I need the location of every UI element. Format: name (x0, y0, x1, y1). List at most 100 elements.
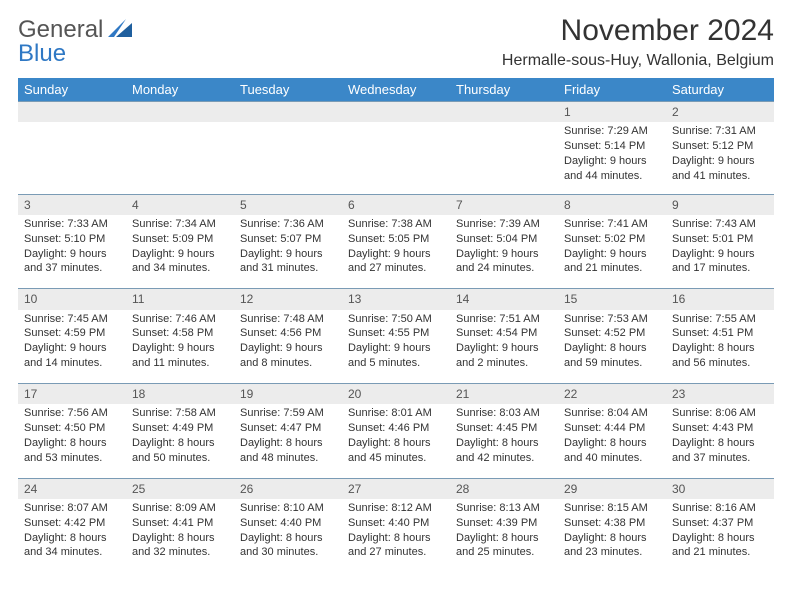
day-number-cell: 19 (234, 384, 342, 405)
sunset-text: Sunset: 4:50 PM (24, 421, 120, 436)
day-number-cell (18, 102, 126, 123)
daylight-text: and 40 minutes. (564, 451, 660, 466)
daylight-text: Daylight: 9 hours (348, 247, 444, 262)
weekday-header: Saturday (666, 78, 774, 102)
sunrise-text: Sunrise: 7:41 AM (564, 217, 660, 232)
day-number-cell: 6 (342, 194, 450, 215)
day-cell (450, 122, 558, 194)
sunrise-text: Sunrise: 7:46 AM (132, 312, 228, 327)
sunset-text: Sunset: 5:10 PM (24, 232, 120, 247)
day-number-cell: 30 (666, 478, 774, 499)
sunset-text: Sunset: 4:46 PM (348, 421, 444, 436)
daylight-text: Daylight: 9 hours (132, 341, 228, 356)
day-number-row: 24252627282930 (18, 478, 774, 499)
daylight-text: and 42 minutes. (456, 451, 552, 466)
day-cell: Sunrise: 7:56 AMSunset: 4:50 PMDaylight:… (18, 404, 126, 478)
sunset-text: Sunset: 5:02 PM (564, 232, 660, 247)
sunset-text: Sunset: 4:49 PM (132, 421, 228, 436)
sunrise-text: Sunrise: 7:34 AM (132, 217, 228, 232)
day-cell (126, 122, 234, 194)
day-number-cell: 2 (666, 102, 774, 123)
day-cell: Sunrise: 7:48 AMSunset: 4:56 PMDaylight:… (234, 310, 342, 384)
month-title: November 2024 (502, 14, 774, 48)
weekday-header: Thursday (450, 78, 558, 102)
weekday-header: Wednesday (342, 78, 450, 102)
sunrise-text: Sunrise: 8:10 AM (240, 501, 336, 516)
day-cell: Sunrise: 7:31 AMSunset: 5:12 PMDaylight:… (666, 122, 774, 194)
day-number-cell: 3 (18, 194, 126, 215)
page-header: General Blue November 2024 Hermalle-sous… (18, 14, 774, 70)
day-cell: Sunrise: 8:15 AMSunset: 4:38 PMDaylight:… (558, 499, 666, 573)
day-number-cell: 8 (558, 194, 666, 215)
daylight-text: Daylight: 8 hours (24, 531, 120, 546)
day-number-cell: 1 (558, 102, 666, 123)
daylight-text: Daylight: 9 hours (24, 247, 120, 262)
daylight-text: Daylight: 9 hours (456, 247, 552, 262)
sunset-text: Sunset: 4:55 PM (348, 326, 444, 341)
day-number-cell: 14 (450, 289, 558, 310)
sunrise-text: Sunrise: 7:53 AM (564, 312, 660, 327)
day-content-row: Sunrise: 7:33 AMSunset: 5:10 PMDaylight:… (18, 215, 774, 289)
daylight-text: Daylight: 8 hours (564, 531, 660, 546)
daylight-text: and 23 minutes. (564, 545, 660, 560)
weekday-header: Friday (558, 78, 666, 102)
sunset-text: Sunset: 5:05 PM (348, 232, 444, 247)
sunrise-text: Sunrise: 7:43 AM (672, 217, 768, 232)
sunrise-text: Sunrise: 7:31 AM (672, 124, 768, 139)
day-cell: Sunrise: 8:04 AMSunset: 4:44 PMDaylight:… (558, 404, 666, 478)
daylight-text: Daylight: 9 hours (564, 154, 660, 169)
sunrise-text: Sunrise: 8:03 AM (456, 406, 552, 421)
sunrise-text: Sunrise: 7:50 AM (348, 312, 444, 327)
daylight-text: and 30 minutes. (240, 545, 336, 560)
daylight-text: and 27 minutes. (348, 261, 444, 276)
day-number-cell: 22 (558, 384, 666, 405)
day-number-cell: 5 (234, 194, 342, 215)
day-cell (18, 122, 126, 194)
day-content-row: Sunrise: 7:29 AMSunset: 5:14 PMDaylight:… (18, 122, 774, 194)
logo: General Blue (18, 18, 132, 66)
day-cell: Sunrise: 7:55 AMSunset: 4:51 PMDaylight:… (666, 310, 774, 384)
sunrise-text: Sunrise: 7:33 AM (24, 217, 120, 232)
sunrise-text: Sunrise: 7:58 AM (132, 406, 228, 421)
day-content-row: Sunrise: 7:56 AMSunset: 4:50 PMDaylight:… (18, 404, 774, 478)
daylight-text: and 56 minutes. (672, 356, 768, 371)
sunset-text: Sunset: 4:37 PM (672, 516, 768, 531)
sunset-text: Sunset: 4:38 PM (564, 516, 660, 531)
day-number-cell: 23 (666, 384, 774, 405)
daylight-text: Daylight: 8 hours (564, 341, 660, 356)
day-cell: Sunrise: 7:36 AMSunset: 5:07 PMDaylight:… (234, 215, 342, 289)
day-cell: Sunrise: 7:59 AMSunset: 4:47 PMDaylight:… (234, 404, 342, 478)
daylight-text: Daylight: 8 hours (672, 531, 768, 546)
daylight-text: and 21 minutes. (672, 545, 768, 560)
day-cell: Sunrise: 8:01 AMSunset: 4:46 PMDaylight:… (342, 404, 450, 478)
day-cell: Sunrise: 7:39 AMSunset: 5:04 PMDaylight:… (450, 215, 558, 289)
day-cell: Sunrise: 7:33 AMSunset: 5:10 PMDaylight:… (18, 215, 126, 289)
sunset-text: Sunset: 5:07 PM (240, 232, 336, 247)
calendar-page: General Blue November 2024 Hermalle-sous… (0, 0, 792, 612)
day-number-cell: 9 (666, 194, 774, 215)
day-number-cell (450, 102, 558, 123)
daylight-text: Daylight: 8 hours (240, 436, 336, 451)
day-cell: Sunrise: 7:45 AMSunset: 4:59 PMDaylight:… (18, 310, 126, 384)
day-cell: Sunrise: 7:46 AMSunset: 4:58 PMDaylight:… (126, 310, 234, 384)
daylight-text: and 32 minutes. (132, 545, 228, 560)
daylight-text: and 5 minutes. (348, 356, 444, 371)
sunset-text: Sunset: 4:41 PM (132, 516, 228, 531)
day-number-cell: 20 (342, 384, 450, 405)
day-cell: Sunrise: 8:06 AMSunset: 4:43 PMDaylight:… (666, 404, 774, 478)
day-content-row: Sunrise: 8:07 AMSunset: 4:42 PMDaylight:… (18, 499, 774, 573)
day-number-cell (234, 102, 342, 123)
calendar-body: 12Sunrise: 7:29 AMSunset: 5:14 PMDayligh… (18, 102, 774, 573)
daylight-text: and 17 minutes. (672, 261, 768, 276)
sunrise-text: Sunrise: 8:09 AM (132, 501, 228, 516)
sunset-text: Sunset: 4:40 PM (240, 516, 336, 531)
day-cell: Sunrise: 8:07 AMSunset: 4:42 PMDaylight:… (18, 499, 126, 573)
daylight-text: and 14 minutes. (24, 356, 120, 371)
location-text: Hermalle-sous-Huy, Wallonia, Belgium (502, 52, 774, 70)
day-number-cell: 11 (126, 289, 234, 310)
day-number-cell: 25 (126, 478, 234, 499)
day-cell: Sunrise: 8:16 AMSunset: 4:37 PMDaylight:… (666, 499, 774, 573)
sunset-text: Sunset: 5:04 PM (456, 232, 552, 247)
weekday-header: Sunday (18, 78, 126, 102)
day-number-cell: 29 (558, 478, 666, 499)
